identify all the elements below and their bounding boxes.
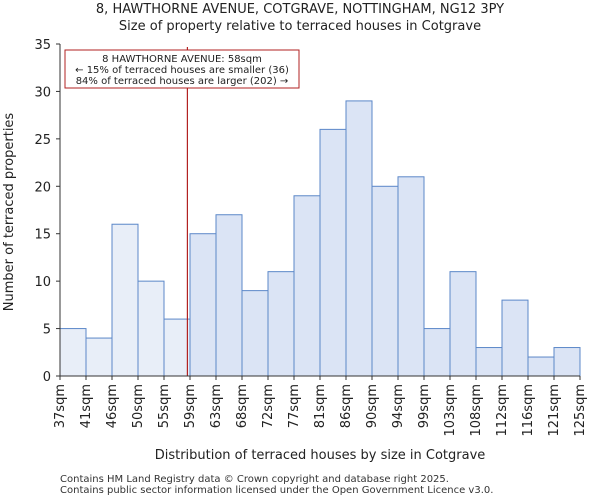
bar-108sqm — [475, 347, 503, 377]
bar-103sqm — [449, 271, 477, 377]
x-tick-label-108sqm: 108sqm — [469, 384, 484, 437]
footer-licence: Contains public sector information licen… — [60, 485, 494, 496]
y-tick-label-10: 10 — [34, 275, 51, 290]
x-tick-label-50sqm: 50sqm — [131, 384, 146, 428]
x-tick-label-81sqm: 81sqm — [313, 384, 328, 428]
bar-41sqm — [85, 337, 113, 377]
annotation-box: 8 HAWTHORNE AVENUE: 58sqm ← 15% of terra… — [64, 49, 300, 89]
annotation-line-2: ← 15% of terraced houses are smaller (36… — [75, 65, 289, 76]
y-tick-label-30: 30 — [34, 85, 51, 100]
bar-90sqm — [371, 185, 399, 377]
bar-121sqm — [553, 347, 581, 377]
bar-72sqm — [267, 271, 295, 377]
chart-subtitle: Size of property relative to terraced ho… — [118, 19, 482, 34]
x-tick-label-55sqm: 55sqm — [157, 384, 172, 428]
x-tick-label-116sqm: 116sqm — [521, 384, 536, 437]
bar-81sqm — [319, 128, 347, 377]
bar-68sqm — [241, 290, 269, 377]
x-tick-label-86sqm: 86sqm — [339, 384, 354, 428]
y-axis-label: Number of terraced properties — [2, 113, 17, 312]
x-tick-label-68sqm: 68sqm — [235, 384, 250, 428]
x-tick-label-103sqm: 103sqm — [443, 384, 458, 437]
x-tick-label-46sqm: 46sqm — [105, 384, 120, 428]
bar-116sqm — [527, 356, 555, 377]
footer-copyright: Contains HM Land Registry data © Crown c… — [60, 474, 449, 485]
bar-112sqm — [501, 299, 529, 377]
x-tick-label-99sqm: 99sqm — [417, 384, 432, 428]
x-tick-label-59sqm: 59sqm — [183, 384, 198, 428]
bar-37sqm — [59, 328, 87, 377]
annotation-line-3: 84% of terraced houses are larger (202) … — [76, 76, 289, 87]
annotation-line-1: 8 HAWTHORNE AVENUE: 58sqm — [102, 54, 262, 65]
x-tick-label-72sqm: 72sqm — [261, 384, 276, 428]
y-tick-label-0: 0 — [43, 370, 51, 385]
x-tick-label-125sqm: 125sqm — [573, 384, 588, 437]
x-tick-label-112sqm: 112sqm — [495, 384, 510, 437]
y-tick-label-5: 5 — [43, 323, 51, 338]
y-tick-label-25: 25 — [34, 133, 51, 148]
x-tick-label-41sqm: 41sqm — [79, 384, 94, 428]
bar-99sqm — [423, 328, 451, 377]
x-axis-label: Distribution of terraced houses by size … — [155, 448, 486, 463]
bar-59sqm — [189, 233, 217, 377]
x-tick-label-77sqm: 77sqm — [287, 384, 302, 428]
bar-94sqm — [397, 176, 425, 377]
bars-group — [59, 100, 581, 377]
y-tick-label-20: 20 — [34, 180, 51, 195]
x-tick-label-37sqm: 37sqm — [53, 384, 68, 428]
y-tick-label-35: 35 — [34, 38, 51, 53]
bar-46sqm — [111, 223, 139, 377]
x-tick-label-94sqm: 94sqm — [391, 384, 406, 428]
bar-63sqm — [215, 214, 243, 377]
y-tick-label-15: 15 — [34, 228, 51, 243]
bar-86sqm — [345, 100, 373, 377]
bar-77sqm — [293, 195, 321, 377]
chart-title: 8, HAWTHORNE AVENUE, COTGRAVE, NOTTINGHA… — [95, 2, 505, 17]
x-tick-label-121sqm: 121sqm — [547, 384, 562, 437]
x-tick-label-63sqm: 63sqm — [209, 384, 224, 428]
bar-55sqm — [163, 318, 191, 377]
x-tick-label-90sqm: 90sqm — [365, 384, 380, 428]
bar-50sqm — [137, 280, 165, 377]
axes-group: 0 5 10 15 20 25 30 35 37sqm 41sqm 46sqm 50sqm 55sqm 5… — [34, 38, 588, 437]
